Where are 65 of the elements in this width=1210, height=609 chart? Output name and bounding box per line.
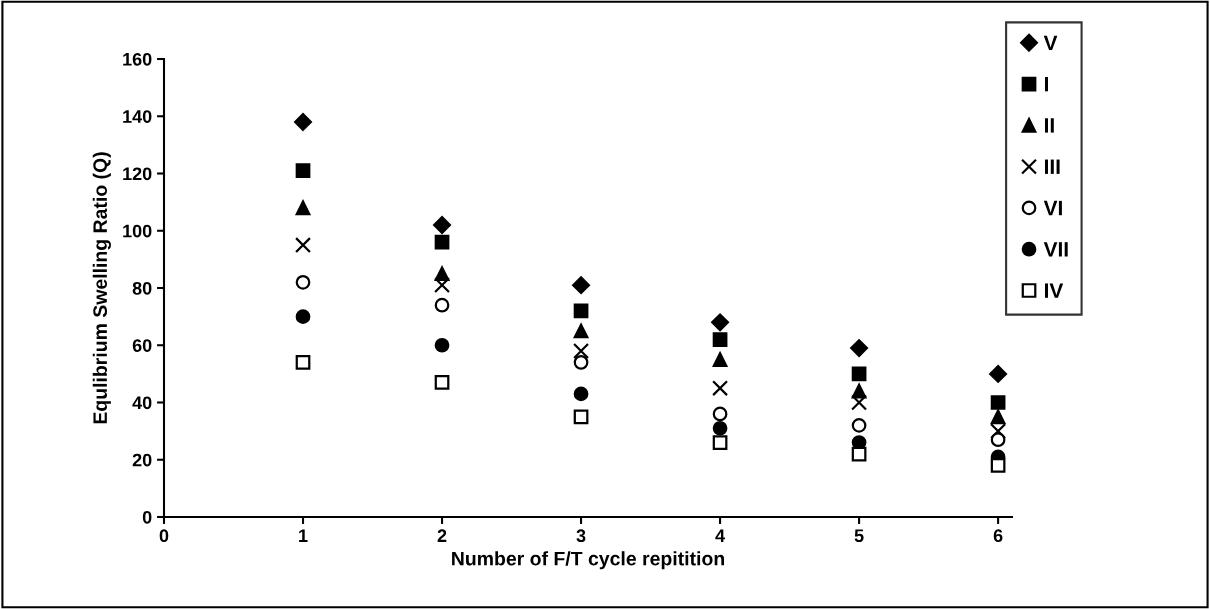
point — [573, 303, 589, 319]
y-tick-label: 0 — [142, 510, 152, 524]
point — [990, 423, 1007, 440]
point — [295, 274, 311, 290]
point — [573, 409, 589, 425]
y-tick-label: 160 — [123, 52, 152, 66]
point — [434, 297, 450, 313]
point — [295, 200, 311, 216]
point — [294, 113, 312, 131]
point — [433, 216, 451, 234]
x-tick-label: 6 — [993, 529, 1003, 543]
y-tick-label: 140 — [123, 110, 152, 123]
point — [851, 418, 867, 433]
point — [712, 406, 728, 422]
point — [851, 446, 867, 462]
point — [990, 409, 1006, 425]
point — [573, 323, 589, 339]
y-tick-label: 60 — [132, 339, 152, 352]
legend-label: I — [1045, 76, 1049, 92]
point — [712, 380, 729, 397]
x-tick-label: 1 — [299, 529, 308, 542]
legend-label: IV — [1045, 283, 1064, 298]
point — [294, 237, 312, 254]
point — [434, 234, 450, 250]
point — [295, 309, 311, 324]
x-axis-title: Number of F/T cycle repitition — [452, 551, 725, 570]
y-tick-label: 20 — [132, 453, 152, 467]
point — [989, 364, 1008, 383]
x-tick-label: 2 — [437, 529, 447, 542]
point — [851, 394, 868, 411]
y-axis-title: Equlibrium Swelling Ratio (Q) — [92, 152, 111, 424]
y-tick-label: 40 — [132, 396, 152, 410]
x-tick-label: 5 — [854, 529, 864, 543]
point — [990, 395, 1006, 410]
y-tick-label: 80 — [132, 281, 152, 295]
point — [434, 337, 450, 353]
x-tick-label: 3 — [576, 529, 586, 543]
point — [433, 277, 451, 294]
x-tick-label: 0 — [159, 529, 169, 543]
point — [850, 339, 869, 358]
point — [990, 458, 1006, 473]
y-tick-label: 120 — [123, 167, 152, 181]
point — [573, 355, 589, 370]
point — [712, 332, 728, 347]
point — [295, 163, 311, 178]
point — [712, 435, 728, 450]
y-tick-label: 100 — [123, 224, 152, 238]
legend-label: VII — [1043, 242, 1068, 257]
legend-label: VI — [1043, 200, 1062, 216]
point — [851, 366, 867, 382]
point — [295, 355, 311, 370]
point — [434, 266, 450, 282]
point — [572, 276, 591, 295]
point — [712, 352, 728, 367]
legend-label: III — [1045, 159, 1060, 174]
point — [572, 342, 590, 360]
point — [712, 420, 728, 436]
point — [990, 432, 1006, 448]
point — [573, 386, 589, 402]
x-tick-label: 4 — [715, 529, 725, 542]
point — [434, 375, 450, 390]
point — [711, 313, 730, 332]
point — [851, 383, 867, 399]
legend-label: V — [1043, 35, 1058, 51]
legend-label: II — [1045, 118, 1054, 133]
